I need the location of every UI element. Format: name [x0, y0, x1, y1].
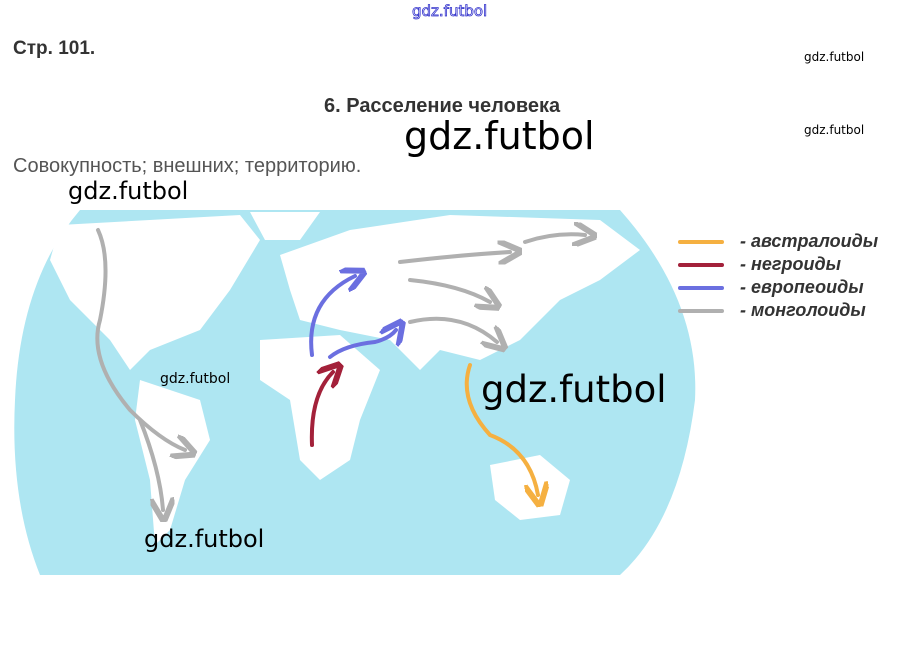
eurasia	[280, 215, 640, 370]
route-mongoloid	[523, 234, 585, 242]
migration-routes	[95, 228, 585, 510]
route-mongoloid	[95, 228, 185, 450]
legend-swatch	[678, 239, 724, 244]
watermark: gdz.futbol	[144, 525, 265, 553]
watermark: gdz.futbol	[804, 50, 865, 64]
map-legend: - австралоиды - негроиды - европеоиды - …	[678, 230, 878, 322]
greenland	[250, 212, 320, 240]
watermark: gdz.futbol	[481, 368, 667, 411]
legend-label: - австралоиды	[740, 231, 879, 251]
legend-item-europeoids: - европеоиды	[678, 276, 878, 299]
legend-swatch	[678, 308, 724, 313]
route-europeoid	[309, 276, 355, 357]
legend-swatch	[678, 285, 724, 290]
route-europeoid	[328, 330, 396, 359]
route-mongoloid	[138, 418, 163, 510]
watermark: gdz.futbol	[404, 114, 595, 158]
legend-item-mongoloids: - монголоиды	[678, 299, 878, 322]
page-number: Стр. 101.	[13, 38, 96, 59]
watermark: gdz.futbol	[412, 2, 488, 21]
route-mongoloid	[408, 316, 497, 342]
route-mongoloid	[408, 278, 490, 302]
route-australoid	[464, 363, 538, 495]
watermark: gdz.futbol	[68, 177, 189, 205]
legend-item-negroids: - негроиды	[678, 253, 878, 276]
watermark: gdz.futbol	[804, 123, 865, 137]
africa	[260, 335, 380, 480]
legend-label: - европеоиды	[740, 277, 864, 297]
legend-item-australoids: - австралоиды	[678, 230, 878, 253]
legend-swatch	[678, 262, 724, 267]
legend-label: - монголоиды	[740, 300, 866, 320]
route-mongoloid	[398, 252, 510, 262]
section-title: 6. Расселение человека	[324, 95, 561, 117]
legend-label: - негроиды	[740, 254, 841, 274]
route-negroid	[309, 372, 333, 447]
watermark: gdz.futbol	[160, 371, 231, 387]
answer-text: Совокупность; внешних; территорию.	[13, 155, 362, 177]
